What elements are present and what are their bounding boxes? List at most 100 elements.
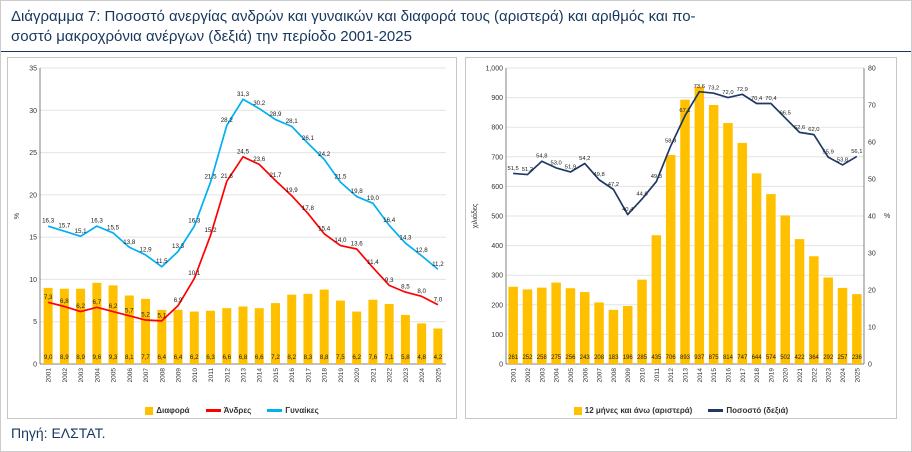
svg-text:2010: 2010 [640, 368, 647, 383]
svg-text:2014: 2014 [697, 368, 704, 383]
svg-text:51,9: 51,9 [565, 164, 576, 170]
svg-text:11,4: 11,4 [367, 259, 379, 266]
legend-line-swatch [267, 409, 283, 412]
legend-line-swatch [708, 409, 724, 412]
svg-text:24,5: 24,5 [237, 148, 250, 155]
legend-label: 12 μήνες και άνω (αριστερά) [584, 406, 693, 415]
svg-text:2014: 2014 [257, 368, 264, 383]
svg-text:4,2: 4,2 [434, 354, 443, 361]
svg-text:15,4: 15,4 [318, 225, 331, 232]
svg-text:50: 50 [868, 177, 876, 184]
svg-text:8,3: 8,3 [304, 354, 313, 361]
svg-text:2004: 2004 [554, 368, 561, 383]
svg-text:2025: 2025 [435, 368, 442, 383]
svg-text:2024: 2024 [419, 368, 426, 383]
svg-text:58,9: 58,9 [665, 139, 676, 145]
legend-item: Γυναίκες [267, 406, 319, 415]
svg-text:35: 35 [29, 66, 37, 73]
svg-text:2018: 2018 [322, 368, 329, 383]
svg-text:500: 500 [491, 214, 503, 221]
svg-text:2016: 2016 [289, 368, 296, 383]
svg-text:2020: 2020 [354, 368, 361, 383]
svg-text:2012: 2012 [668, 368, 675, 383]
svg-text:6,2: 6,2 [109, 303, 118, 310]
svg-text:292: 292 [823, 355, 834, 361]
svg-text:2015: 2015 [711, 368, 718, 383]
svg-text:2013: 2013 [683, 368, 690, 383]
svg-text:1,000: 1,000 [485, 66, 503, 73]
svg-text:2005: 2005 [568, 368, 575, 383]
svg-text:8,9: 8,9 [76, 354, 85, 361]
left-chart-panel: 0 5 10 15 20 25 30 35% 2001 2002 2003 2004 2005 2006 2… [7, 57, 457, 419]
legend-bar-swatch [145, 406, 154, 415]
svg-text:2019: 2019 [768, 368, 775, 383]
svg-text:19,9: 19,9 [286, 187, 299, 194]
svg-text:2016: 2016 [725, 368, 732, 383]
svg-text:5,8: 5,8 [401, 354, 410, 361]
svg-text:54,2: 54,2 [579, 156, 590, 162]
svg-text:67,1: 67,1 [679, 108, 690, 114]
svg-text:9,6: 9,6 [93, 354, 102, 361]
svg-text:2008: 2008 [611, 368, 618, 383]
legend-line-swatch [205, 409, 221, 412]
svg-text:7,0: 7,0 [434, 296, 443, 303]
svg-text:44,6: 44,6 [636, 191, 647, 197]
svg-text:15,5: 15,5 [107, 224, 120, 231]
svg-text:700: 700 [491, 154, 503, 161]
svg-text:183: 183 [608, 355, 619, 361]
svg-text:8,9: 8,9 [60, 354, 69, 361]
svg-text:2020: 2020 [783, 368, 790, 383]
svg-text:4,8: 4,8 [417, 354, 426, 361]
svg-text:54,8: 54,8 [536, 154, 547, 160]
svg-text:21,7: 21,7 [269, 172, 282, 179]
svg-text:2022: 2022 [387, 368, 394, 383]
svg-text:275: 275 [551, 355, 562, 361]
svg-text:285: 285 [637, 355, 648, 361]
svg-text:200: 200 [491, 302, 503, 309]
svg-text:40: 40 [868, 214, 876, 221]
svg-text:258: 258 [537, 355, 548, 361]
svg-text:70,4: 70,4 [765, 96, 777, 102]
svg-text:2002: 2002 [62, 368, 69, 383]
legend-item: 12 μήνες και άνω (αριστερά) [573, 406, 693, 415]
legend-bar-swatch [573, 406, 582, 415]
svg-text:8,5: 8,5 [401, 284, 410, 291]
svg-text:70,4: 70,4 [751, 96, 763, 102]
svg-text:6,9: 6,9 [174, 297, 183, 304]
svg-text:73,2: 73,2 [708, 86, 719, 92]
svg-text:25: 25 [29, 150, 37, 157]
left-chart-legend: Διαφορά Άνδρες Γυναίκες [10, 405, 454, 418]
svg-text:6,7: 6,7 [93, 299, 102, 306]
svg-text:72,9: 72,9 [737, 87, 748, 93]
svg-text:6,8: 6,8 [60, 298, 69, 305]
right-chart-canvas: 0 100 200 300 400 500 600 700 800 900 1,000 0 10 20 30… [471, 66, 890, 383]
svg-text:26,1: 26,1 [302, 135, 315, 142]
svg-text:5,2: 5,2 [141, 312, 150, 319]
svg-text:2015: 2015 [273, 368, 280, 383]
svg-text:7,1: 7,1 [385, 354, 394, 361]
svg-text:2011: 2011 [208, 368, 215, 382]
charts-row: 0 5 10 15 20 25 30 35% 2001 2002 2003 2004 2005 2006 2… [1, 57, 911, 419]
svg-text:2022: 2022 [811, 368, 818, 383]
svg-text:30: 30 [868, 251, 876, 258]
svg-text:%: % [14, 213, 21, 219]
svg-text:55,9: 55,9 [823, 150, 834, 156]
legend-item: Διαφορά [145, 406, 190, 415]
svg-text:20: 20 [868, 288, 876, 295]
svg-text:21,5: 21,5 [204, 174, 217, 181]
svg-text:2025: 2025 [854, 368, 861, 383]
svg-text:49,8: 49,8 [593, 172, 604, 178]
svg-text:16,4: 16,4 [383, 217, 396, 224]
svg-text:937: 937 [694, 355, 705, 361]
svg-text:31,3: 31,3 [237, 91, 250, 98]
svg-text:11,2: 11,2 [432, 261, 444, 268]
svg-text:13,6: 13,6 [351, 240, 364, 247]
title-divider [1, 51, 911, 52]
svg-text:62,6: 62,6 [794, 125, 805, 131]
source-note: Πηγή: ΕΛΣΤΑΤ. [11, 425, 106, 441]
svg-text:15: 15 [29, 235, 37, 242]
svg-text:80: 80 [868, 66, 876, 73]
svg-text:10,1: 10,1 [188, 270, 201, 277]
svg-text:56,1: 56,1 [851, 149, 862, 155]
